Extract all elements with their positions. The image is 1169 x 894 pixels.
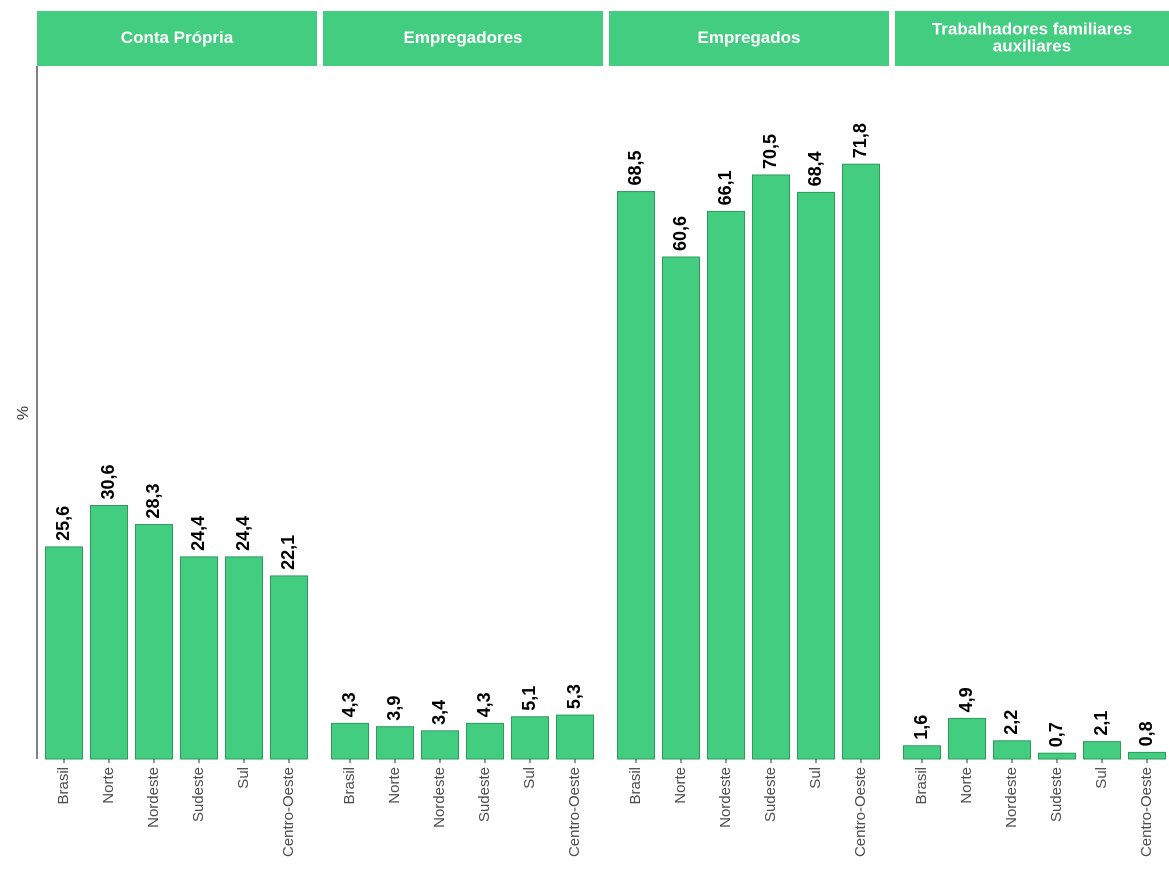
- bar-value-label: 5,1: [519, 686, 539, 711]
- facet-title: Trabalhadores familiares: [932, 19, 1132, 38]
- facet-title: Empregadores: [403, 28, 522, 47]
- x-tick-label: Nordeste: [145, 767, 162, 828]
- facet-title: Empregados: [698, 28, 801, 47]
- bar-value-label: 2,2: [1001, 710, 1021, 735]
- x-tick-label: Sul: [807, 767, 824, 789]
- facet-panel: Empregados 68,5 Brasil 60,6 Norte 66,1 Nordest…: [609, 11, 889, 857]
- bar-value-label: 71,8: [850, 123, 870, 158]
- bar: [842, 163, 880, 760]
- bar: [903, 745, 941, 760]
- bar-value-label: 68,4: [805, 151, 825, 186]
- bar: [270, 575, 308, 760]
- bar: [331, 722, 369, 760]
- bar: [993, 740, 1031, 760]
- x-tick-label: Brasil: [341, 767, 358, 805]
- x-tick-label: Brasil: [913, 767, 930, 805]
- bar-value-label: 3,4: [429, 700, 449, 725]
- bar: [617, 191, 655, 760]
- y-axis-label: %: [15, 406, 32, 420]
- facet-strip: [37, 11, 317, 66]
- bar-value-label: 5,3: [564, 684, 584, 709]
- bar: [948, 717, 986, 760]
- facet-title: auxiliares: [993, 36, 1071, 55]
- facet-panel: Conta Própria 25,6 Brasil 30,6 Norte 28,3 Nord…: [37, 11, 317, 857]
- x-tick-label: Brasil: [55, 767, 72, 805]
- bar: [752, 174, 790, 760]
- bar: [511, 716, 549, 760]
- bar-value-label: 1,6: [911, 715, 931, 740]
- x-tick-label: Nordeste: [431, 767, 448, 828]
- bar: [376, 726, 414, 760]
- facet-panel: Empregadores 4,3 Brasil 3,9 Norte 3,4 Nordeste…: [323, 11, 603, 857]
- bar: [180, 556, 218, 760]
- bar-value-label: 30,6: [98, 464, 118, 499]
- bar: [225, 556, 263, 760]
- bar-value-label: 70,5: [760, 134, 780, 169]
- bar-value-label: 24,4: [188, 516, 208, 551]
- facet-strip: [609, 11, 889, 66]
- x-tick-label: Sudeste: [190, 767, 207, 822]
- bar-value-label: 66,1: [715, 170, 735, 205]
- x-tick-label: Nordeste: [1003, 767, 1020, 828]
- bar: [45, 546, 83, 760]
- bar: [556, 714, 594, 760]
- bar-value-label: 4,3: [474, 692, 494, 717]
- x-tick-label: Sudeste: [476, 767, 493, 822]
- x-tick-label: Norte: [386, 767, 403, 804]
- x-tick-label: Sul: [521, 767, 538, 789]
- bar-value-label: 0,8: [1136, 721, 1156, 746]
- bar: [466, 722, 504, 760]
- facet-strip: [895, 11, 1169, 66]
- bar-value-label: 4,9: [956, 687, 976, 712]
- x-tick-label: Sul: [235, 767, 252, 789]
- x-tick-label: Norte: [100, 767, 117, 804]
- bar-value-label: 0,7: [1046, 722, 1066, 747]
- x-tick-label: Sudeste: [762, 767, 779, 822]
- bar-value-label: 22,1: [278, 535, 298, 570]
- bar: [707, 210, 745, 760]
- x-tick-label: Nordeste: [717, 767, 734, 828]
- x-tick-label: Sudeste: [1048, 767, 1065, 822]
- bar: [90, 505, 128, 760]
- bar: [662, 256, 700, 760]
- bar: [1083, 741, 1121, 760]
- bar: [135, 524, 173, 760]
- bar-value-label: 24,4: [233, 516, 253, 551]
- bar-value-label: 28,3: [143, 484, 163, 519]
- x-tick-label: Centro-Oeste: [280, 767, 297, 857]
- x-tick-label: Sul: [1093, 767, 1110, 789]
- bar-value-label: 68,5: [625, 150, 645, 185]
- bar-value-label: 4,3: [339, 692, 359, 717]
- bar: [1128, 751, 1166, 760]
- bar: [1038, 752, 1076, 760]
- x-tick-label: Brasil: [627, 767, 644, 805]
- bar-value-label: 3,9: [384, 696, 404, 721]
- bar-value-label: 25,6: [53, 506, 73, 541]
- facet-panels: Conta Própria 25,6 Brasil 30,6 Norte 28,3 Nord…: [37, 11, 1169, 857]
- bar: [797, 191, 835, 760]
- x-tick-label: Centro-Oeste: [852, 767, 869, 857]
- facet-title: Conta Própria: [121, 28, 234, 47]
- x-tick-label: Norte: [672, 767, 689, 804]
- x-tick-label: Centro-Oeste: [1138, 767, 1155, 857]
- bar-value-label: 2,1: [1091, 711, 1111, 736]
- x-tick-label: Norte: [958, 767, 975, 804]
- bar-value-label: 60,6: [670, 216, 690, 251]
- bar: [421, 730, 459, 760]
- facet-strip: [323, 11, 603, 66]
- x-tick-label: Centro-Oeste: [566, 767, 583, 857]
